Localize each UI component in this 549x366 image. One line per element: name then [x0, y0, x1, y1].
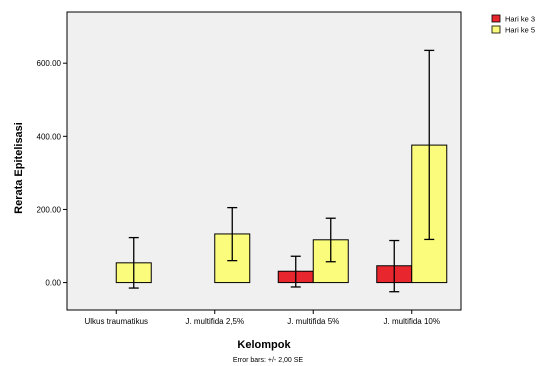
y-tick-label: 200.00	[37, 205, 62, 214]
x-tick-label: Ulkus traumatikus	[84, 317, 148, 326]
y-tick-label: 600.00	[37, 59, 62, 68]
legend-label: Hari ke 5	[505, 26, 535, 35]
legend: Hari ke 3 Hari ke 5	[491, 14, 535, 35]
x-tick-label: J. multifida 10%	[384, 317, 440, 326]
x-axis-ticks: Ulkus traumatikus J. multifida 2,5% J. mul…	[84, 310, 440, 326]
y-tick-label: 400.00	[37, 132, 62, 141]
legend-swatch	[491, 25, 501, 34]
x-axis-title: Kelompok	[237, 339, 291, 351]
legend-label: Hari ke 3	[505, 15, 535, 24]
y-tick-label: 0.00	[45, 279, 61, 288]
x-tick-label: J. multifida 5%	[287, 317, 339, 326]
error-bars-note: Error bars: +/- 2,00 SE	[233, 357, 304, 364]
legend-swatch	[491, 14, 501, 23]
x-tick-label: J. multifida 2,5%	[185, 317, 244, 326]
y-axis-title: Rerata Epitelisasi	[13, 122, 25, 214]
y-axis-ticks: 0.00 200.00 400.00 600.00	[37, 59, 67, 288]
plot-area	[66, 11, 462, 311]
bars	[115, 49, 448, 293]
